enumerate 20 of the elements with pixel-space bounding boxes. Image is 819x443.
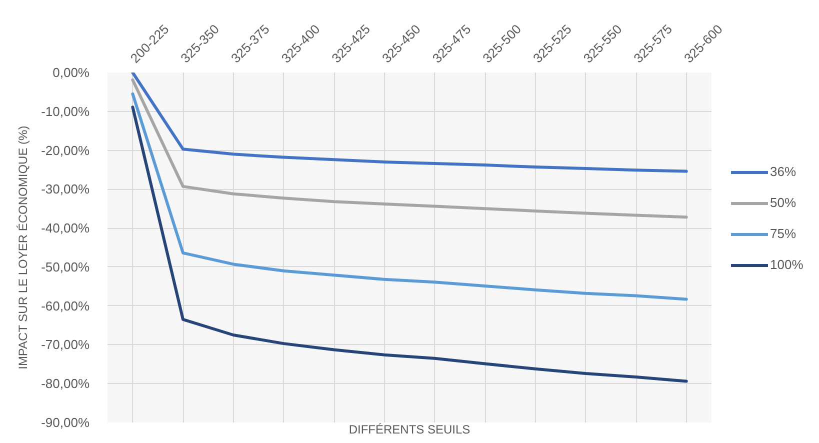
y-tick-label: -40,00% [41, 220, 90, 236]
line-series [131, 106, 688, 383]
y-tick-label: 0,00% [52, 65, 90, 80]
y-tick-label: -80,00% [41, 376, 90, 392]
y-axis-title: IMPACT SUR LE LOYER ÉCONOMIQUE (%) [16, 126, 30, 370]
legend-label: 100% [770, 256, 804, 274]
legend-label: 75% [770, 225, 796, 243]
legend-label: 36% [770, 163, 796, 181]
y-tick-label: -30,00% [41, 182, 90, 197]
x-axis-title: DIFFÉRENTS SEUILS [348, 422, 470, 436]
line-series [131, 92, 688, 301]
y-tick-label: -10,00% [41, 104, 90, 119]
y-tick-label: -60,00% [41, 298, 90, 314]
line-series [131, 78, 688, 219]
y-tick-label: -20,00% [41, 142, 90, 158]
y-tick-label: -90,00% [41, 415, 90, 430]
legend-label: 50% [770, 194, 796, 212]
y-tick-label: -50,00% [41, 259, 90, 274]
y-tick-label: -70,00% [41, 337, 90, 352]
line-series [131, 72, 688, 173]
